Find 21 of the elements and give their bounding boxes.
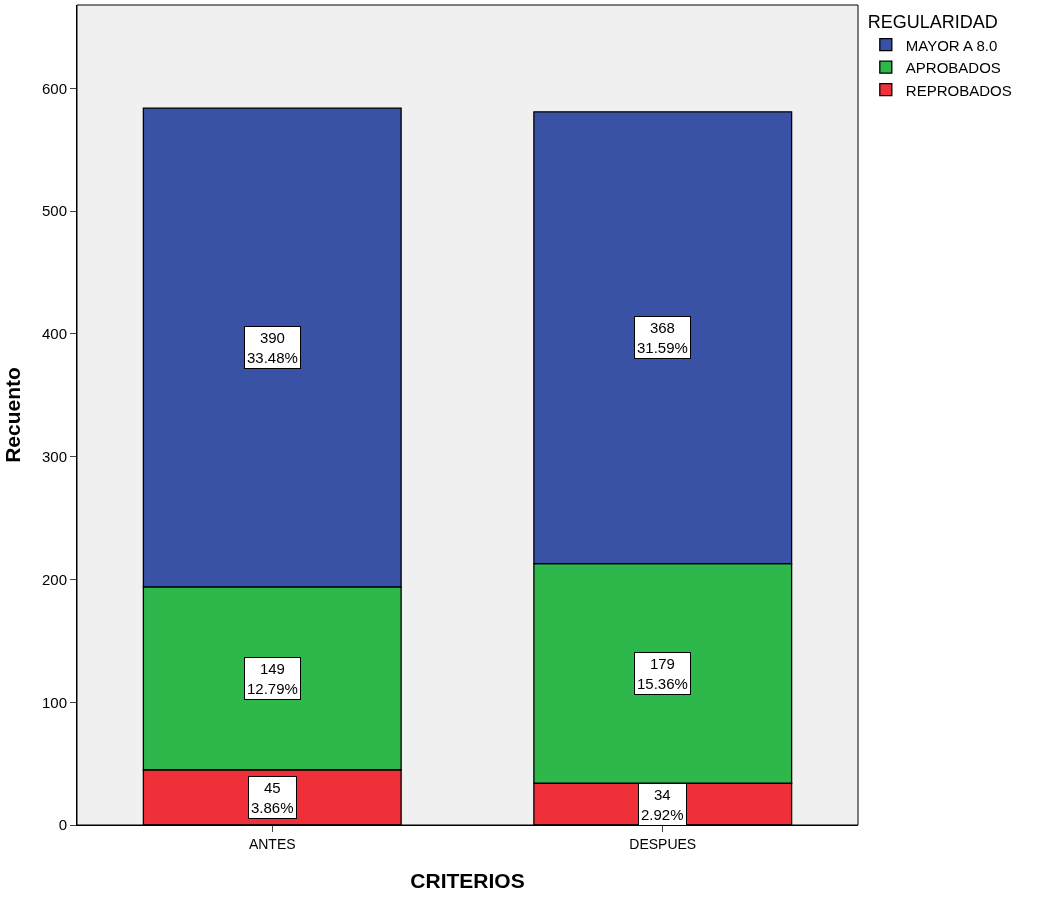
data-label: 45 3.86%: [251, 779, 294, 816]
y-tick-label: 0: [58, 816, 67, 834]
x-tick-label: ANTES: [248, 835, 296, 852]
data-label: 368 31.59%: [637, 319, 688, 356]
y-tick-label: 400: [41, 325, 67, 343]
y-tick-label: 100: [41, 693, 67, 711]
legend-label: MAYOR A 8.0: [905, 36, 998, 54]
y-tick-label: 200: [41, 570, 67, 588]
data-label: 390 33.48%: [247, 329, 298, 366]
x-axis-title: CRITERIOS: [410, 869, 525, 892]
data-label: 179 15.36%: [637, 655, 688, 692]
y-axis-title: Recuento: [1, 367, 25, 463]
x-tick-label: DESPUES: [629, 835, 697, 852]
data-label: 34 2.92%: [641, 786, 684, 823]
y-tick-label: 500: [41, 202, 67, 220]
y-tick-label: 300: [41, 447, 67, 465]
y-tick-label: 600: [41, 79, 67, 97]
legend-title: REGULARIDAD: [867, 12, 998, 33]
legend-label: REPROBADOS: [905, 81, 1012, 99]
legend-label: APROBADOS: [905, 59, 1001, 76]
data-label: 149 12.79%: [247, 660, 298, 697]
